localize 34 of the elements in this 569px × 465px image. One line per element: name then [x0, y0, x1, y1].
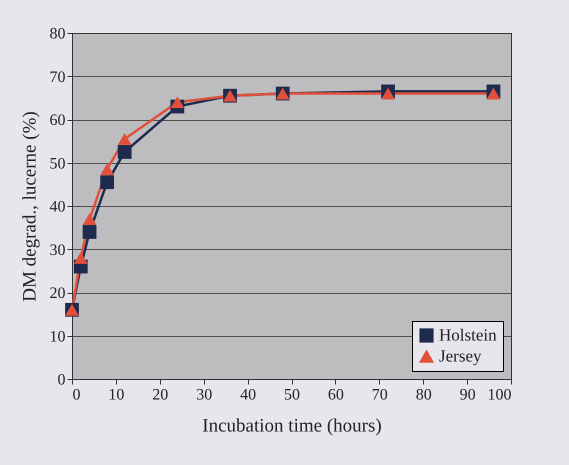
- point: [82, 225, 96, 239]
- x-tick-label: 60: [328, 386, 344, 404]
- point: [100, 163, 114, 176]
- x-tick-label: 10: [108, 386, 124, 404]
- legend-label: Jersey: [439, 346, 482, 366]
- y-tick-label: 80: [50, 26, 66, 42]
- y-axis-title: DM degrad., lucerne (%): [20, 111, 40, 302]
- y-tick-label: 60: [50, 112, 66, 129]
- point: [118, 145, 132, 159]
- y-tick-label: 0: [58, 372, 66, 388]
- point: [118, 132, 132, 145]
- y-tick-label: 40: [50, 198, 66, 216]
- x-tick-label: 70: [372, 386, 388, 404]
- point: [82, 213, 96, 225]
- legend-label: Holstein: [439, 326, 498, 344]
- point: [100, 175, 114, 190]
- point: [486, 88, 500, 100]
- x-tick-label: 100: [488, 386, 512, 404]
- y-tick-label: 20: [50, 285, 66, 302]
- x-tick-label: 90: [460, 386, 476, 404]
- x-tick-label: 80: [416, 386, 432, 404]
- y-tick-label: 50: [50, 155, 66, 172]
- point: [381, 88, 395, 100]
- point: [170, 96, 184, 108]
- x-tick-label: 0: [72, 386, 80, 404]
- x-axis-title: Incubation time (hours): [202, 416, 382, 436]
- x-tick-label: 50: [284, 386, 300, 404]
- y-tick-label: 30: [50, 242, 66, 259]
- x-tick-label: 40: [240, 386, 256, 404]
- y-tick-label: 70: [50, 68, 66, 86]
- y-tick-label: 10: [50, 328, 66, 346]
- x-tick-label: 20: [152, 386, 168, 404]
- x-tick-label: 30: [196, 386, 212, 404]
- point: [74, 252, 88, 264]
